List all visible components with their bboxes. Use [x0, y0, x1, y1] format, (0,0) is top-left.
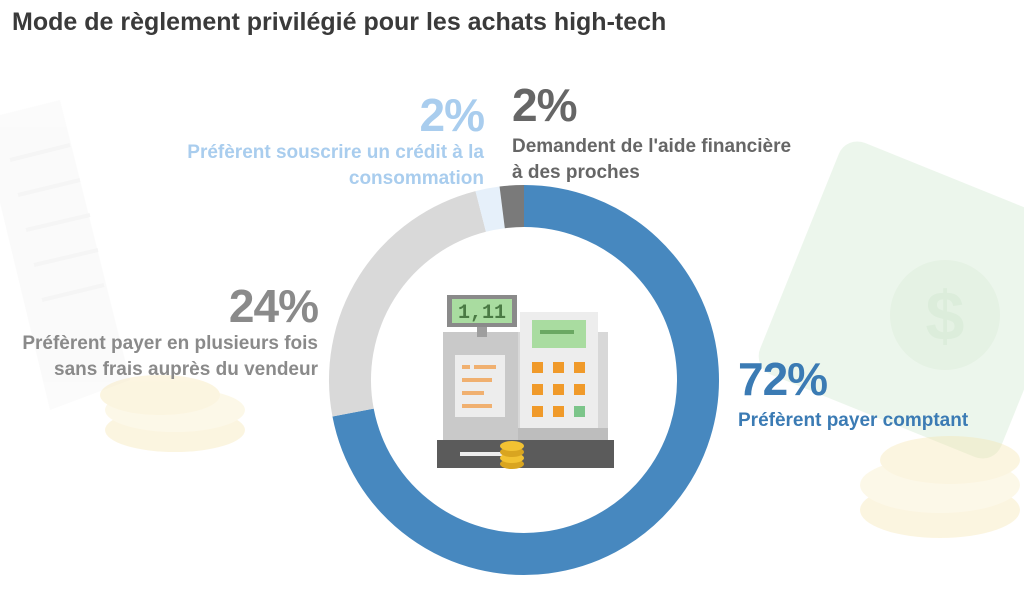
- desc-label-cash: Préfèrent payer comptant: [738, 410, 969, 431]
- donut-slice-family: [499, 185, 525, 229]
- register-display: 1,11: [458, 302, 506, 325]
- cash-register-icon: 1,11: [437, 295, 614, 469]
- receipt-illustration: [0, 100, 130, 410]
- desc-label-family: Demandent de l'aide financière à des pro…: [512, 136, 792, 183]
- desc-label-credit: Préfèrent souscrire un crédit à la conso…: [187, 142, 484, 189]
- slice-label-family: 2% Demandent de l'aide financière à des …: [512, 82, 802, 186]
- donut-slice-cash: [332, 185, 719, 575]
- donut-slice-credit: [475, 186, 506, 232]
- coins-left-illustration: [100, 375, 245, 452]
- pct-label-family: 2%: [512, 79, 577, 131]
- desc-label-installments: Préfèrent payer en plusieurs fois sans f…: [22, 333, 318, 380]
- pct-label-credit: 2%: [419, 89, 485, 141]
- banknote-illustration: $: [758, 141, 1024, 459]
- slice-label-credit: 2% Préfèrent souscrire un crédit à la co…: [164, 89, 485, 192]
- chart-title: Mode de règlement privilégié pour les ac…: [12, 8, 667, 36]
- pct-label-cash: 72%: [738, 353, 828, 405]
- slice-label-cash: 72% Préfèrent payer comptant: [738, 356, 968, 434]
- svg-text:$: $: [926, 277, 965, 355]
- coins-right-illustration: [860, 436, 1020, 538]
- pct-label-installments: 24%: [228, 280, 319, 332]
- donut-slices: [329, 185, 719, 575]
- slice-label-installments: 24% Préfèrent payer en plusieurs fois sa…: [13, 280, 319, 383]
- donut-slice-installments: [329, 191, 487, 417]
